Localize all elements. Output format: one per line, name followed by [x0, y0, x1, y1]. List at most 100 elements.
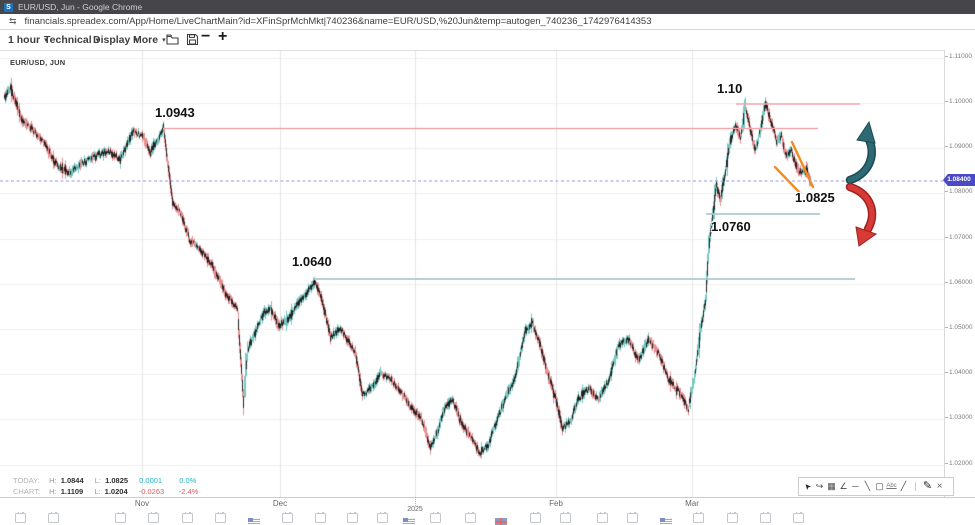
y-axis-label: 1.11000 [944, 52, 973, 60]
open-folder-icon[interactable] [166, 33, 180, 51]
calendar-event-icon[interactable] [282, 512, 293, 523]
calendar-event-icon[interactable] [693, 512, 704, 523]
calendar-event-icon[interactable] [530, 512, 541, 523]
calendar-event-icon[interactable] [627, 512, 638, 523]
dropdown-label: Display [93, 34, 131, 46]
price-chart-canvas[interactable] [0, 51, 975, 498]
y-axis-label: 1.05000 [945, 323, 973, 331]
today-low-value: 1.0825 [105, 476, 129, 485]
url-bar[interactable]: ⇆ financials.spreadex.com/App/Home/LiveC… [0, 14, 975, 30]
time-axis-separator [0, 497, 975, 498]
horizontal-line-icon[interactable]: ─ [852, 481, 859, 491]
chart-stats-row: CHART: H: 1.1109 L: 1.0204 -0.0263 -2.4% [13, 486, 205, 497]
toolbar-separator: | [914, 481, 917, 491]
y-axis-label: 1.02000 [945, 459, 973, 467]
calendar-event-icon[interactable] [793, 512, 804, 523]
dropdown-display[interactable]: Display ▾ [93, 32, 138, 48]
calendar-event-icon[interactable] [465, 512, 476, 523]
dropdown-more[interactable]: More ▾ [133, 32, 166, 48]
calendar-event-icon[interactable] [48, 512, 59, 523]
y-axis-label: 1.03000 [945, 414, 973, 422]
today-stats-row: TODAY: H: 1.0844 L: 1.0825 0.0001 0.0% [13, 475, 205, 486]
y-axis-label: 1.09000 [945, 143, 973, 151]
month-label-nov: Nov [134, 499, 150, 508]
today-change-pct: 0.0% [179, 476, 197, 485]
calendar-event-icon[interactable] [727, 512, 738, 523]
us-flag-icon[interactable] [247, 513, 261, 525]
dropdown-label: 1 hour [8, 34, 41, 46]
chevron-down-icon: ▾ [44, 37, 48, 44]
calendar-event-icon[interactable] [560, 512, 571, 523]
y-axis-label: 1.10000 [945, 97, 973, 105]
angle-tool-icon[interactable]: ∠ [839, 481, 848, 491]
chart-low-value: 1.0204 [104, 487, 128, 496]
calendar-event-icon[interactable] [115, 512, 126, 523]
page-info-icon[interactable]: ⇆ [9, 16, 17, 26]
dropdown-technical[interactable]: Technical ▾ [44, 32, 99, 48]
y-axis-label: 1.04000 [945, 369, 973, 377]
price-annotation-label-1.0760[interactable]: 1.0760 [711, 219, 751, 234]
chart-label: CHART: [13, 487, 40, 496]
slash-icon[interactable]: ╱ [900, 481, 907, 491]
trendline-icon[interactable]: ╲ [864, 481, 871, 491]
zoom-in-button[interactable]: + [218, 28, 228, 45]
curved-arrow-icon[interactable]: ↪ [815, 481, 824, 491]
y-axis-label: 1.07000 [945, 233, 973, 241]
y-axis-label: 1.06000 [945, 278, 973, 286]
calendar-event-icon[interactable] [182, 512, 193, 523]
chart-area: EUR/USD, JUN TODAY: H: 1.0844 L: 1.0825 … [0, 50, 975, 498]
calendar-event-icon[interactable] [760, 512, 771, 523]
rectangle-icon[interactable]: ▢ [875, 481, 884, 491]
calendar-event-icon[interactable] [148, 512, 159, 523]
price-axis[interactable]: 1.11000 1.10000 1.09000 1.08000 1.07000 1.060… [944, 50, 975, 497]
marker-pen-icon[interactable]: ✎ [922, 480, 933, 492]
calendar-event-icon[interactable] [377, 512, 388, 523]
dropdown-label: More [133, 34, 159, 46]
year-gridline-stub [415, 497, 416, 506]
calendar-event-icon[interactable] [15, 512, 26, 523]
today-change-value: 0.0001 [139, 476, 163, 485]
month-label-feb: Feb [549, 499, 563, 508]
save-icon[interactable] [186, 33, 199, 51]
dropdown-label: Technical [44, 34, 92, 46]
window-titlebar[interactable]: S EUR/USD, Jun - Google Chrome [0, 0, 975, 14]
us-flag-icon[interactable] [402, 513, 416, 525]
chevron-down-icon: ▾ [134, 37, 138, 44]
high-key: H: [49, 476, 57, 485]
symbol-label: EUR/USD, JUN [10, 58, 66, 67]
calendar-event-icon[interactable] [347, 512, 358, 523]
dropdown-1-hour[interactable]: 1 hour ▾ [8, 32, 48, 48]
price-annotation-label-1.10[interactable]: 1.10 [717, 81, 743, 96]
chart-change-value: -0.0263 [138, 487, 165, 496]
url-text[interactable]: financials.spreadex.com/App/Home/LiveCha… [24, 16, 652, 27]
calendar-event-icon[interactable] [597, 512, 608, 523]
spreadex-app-icon: S [4, 2, 13, 12]
today-high-value: 1.0844 [60, 476, 84, 485]
high-key: H: [49, 487, 57, 496]
year-label-2025: 2025 [407, 506, 423, 513]
chart-high-value: 1.1109 [60, 487, 84, 496]
chevron-down-icon: ▾ [162, 37, 166, 44]
uk-flag-icon[interactable] [494, 513, 508, 525]
price-annotation-label-1.0825[interactable]: 1.0825 [795, 190, 835, 205]
zoom-out-button[interactable]: − [201, 28, 211, 45]
stats-panel: TODAY: H: 1.0844 L: 1.0825 0.0001 0.0% C… [13, 475, 205, 497]
calendar-event-icon[interactable] [215, 512, 226, 523]
window-title: EUR/USD, Jun - Google Chrome [18, 2, 143, 12]
calendar-event-icon[interactable] [430, 512, 441, 523]
close-icon[interactable]: × [936, 481, 943, 492]
today-label: TODAY: [13, 476, 40, 485]
text-tool-icon[interactable]: Abc [886, 483, 897, 489]
us-flag-icon[interactable] [659, 513, 673, 525]
month-label-dec: Dec [272, 499, 288, 508]
current-price-badge: 1.08400 [943, 174, 975, 186]
y-axis-label: 1.08000 [945, 188, 973, 196]
chart-toolbar: − + 1 hour ▾ Technical ▾ Display ▾ More ▾ [0, 28, 975, 51]
price-annotation-label-1.0943[interactable]: 1.0943 [155, 105, 195, 120]
price-annotation-label-1.0640[interactable]: 1.0640 [292, 254, 332, 269]
drawing-toolbar: ➤ ↪ ▦ ∠ ─ ╲ ▢ Abc ╱ | ✎ × [798, 477, 954, 496]
grid-icon[interactable]: ▦ [827, 481, 836, 491]
calendar-event-icon[interactable] [315, 512, 326, 523]
low-key: L: [94, 476, 101, 485]
